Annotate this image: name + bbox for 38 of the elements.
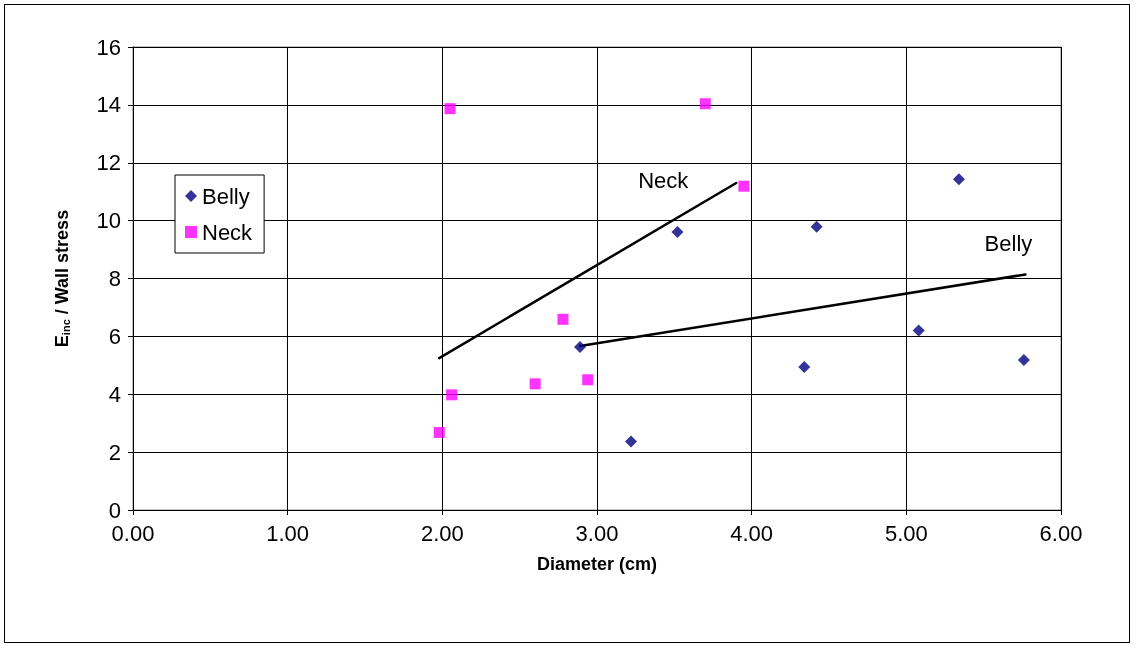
point bbox=[582, 374, 594, 386]
x-tick-label: 3.00 bbox=[575, 520, 619, 546]
point bbox=[529, 378, 541, 390]
point bbox=[798, 361, 811, 374]
legend-label: Neck bbox=[202, 219, 254, 245]
y-tick-label: 4 bbox=[108, 381, 121, 407]
point bbox=[699, 98, 711, 110]
y-tick-label: 10 bbox=[96, 208, 121, 234]
legend-label: Belly bbox=[202, 183, 250, 209]
annotation: Belly bbox=[984, 230, 1033, 256]
y-tick-label: 8 bbox=[108, 266, 121, 291]
x-tick-label: 1.00 bbox=[266, 520, 310, 546]
y-axis-title: Einc / Wall stress bbox=[51, 209, 72, 348]
point bbox=[433, 426, 445, 438]
y-tick-label: 12 bbox=[96, 150, 121, 176]
annotation: Neck bbox=[638, 167, 690, 193]
x-tick-label: 0.00 bbox=[111, 520, 155, 546]
y-tick-label: 2 bbox=[108, 439, 121, 465]
point bbox=[952, 173, 965, 186]
x-tick-label: 5.00 bbox=[884, 520, 928, 546]
point bbox=[738, 180, 750, 192]
point bbox=[444, 103, 456, 115]
x-tick-label: 2.00 bbox=[420, 520, 464, 546]
x-tick-label: 4.00 bbox=[730, 520, 774, 546]
y-tick-label: 14 bbox=[96, 92, 121, 118]
point bbox=[573, 341, 586, 354]
point bbox=[625, 435, 638, 448]
point bbox=[810, 220, 823, 233]
point bbox=[671, 225, 684, 238]
point bbox=[446, 389, 458, 401]
y-tick-label: 16 bbox=[96, 34, 121, 60]
x-tick-label: 6.00 bbox=[1039, 520, 1083, 546]
point bbox=[1017, 354, 1030, 367]
y-tick-label: 0 bbox=[108, 497, 121, 523]
y-tick-label: 6 bbox=[108, 323, 121, 349]
x-axis-title: Diameter (cm) bbox=[536, 554, 658, 574]
point bbox=[912, 324, 925, 337]
point bbox=[557, 313, 569, 325]
